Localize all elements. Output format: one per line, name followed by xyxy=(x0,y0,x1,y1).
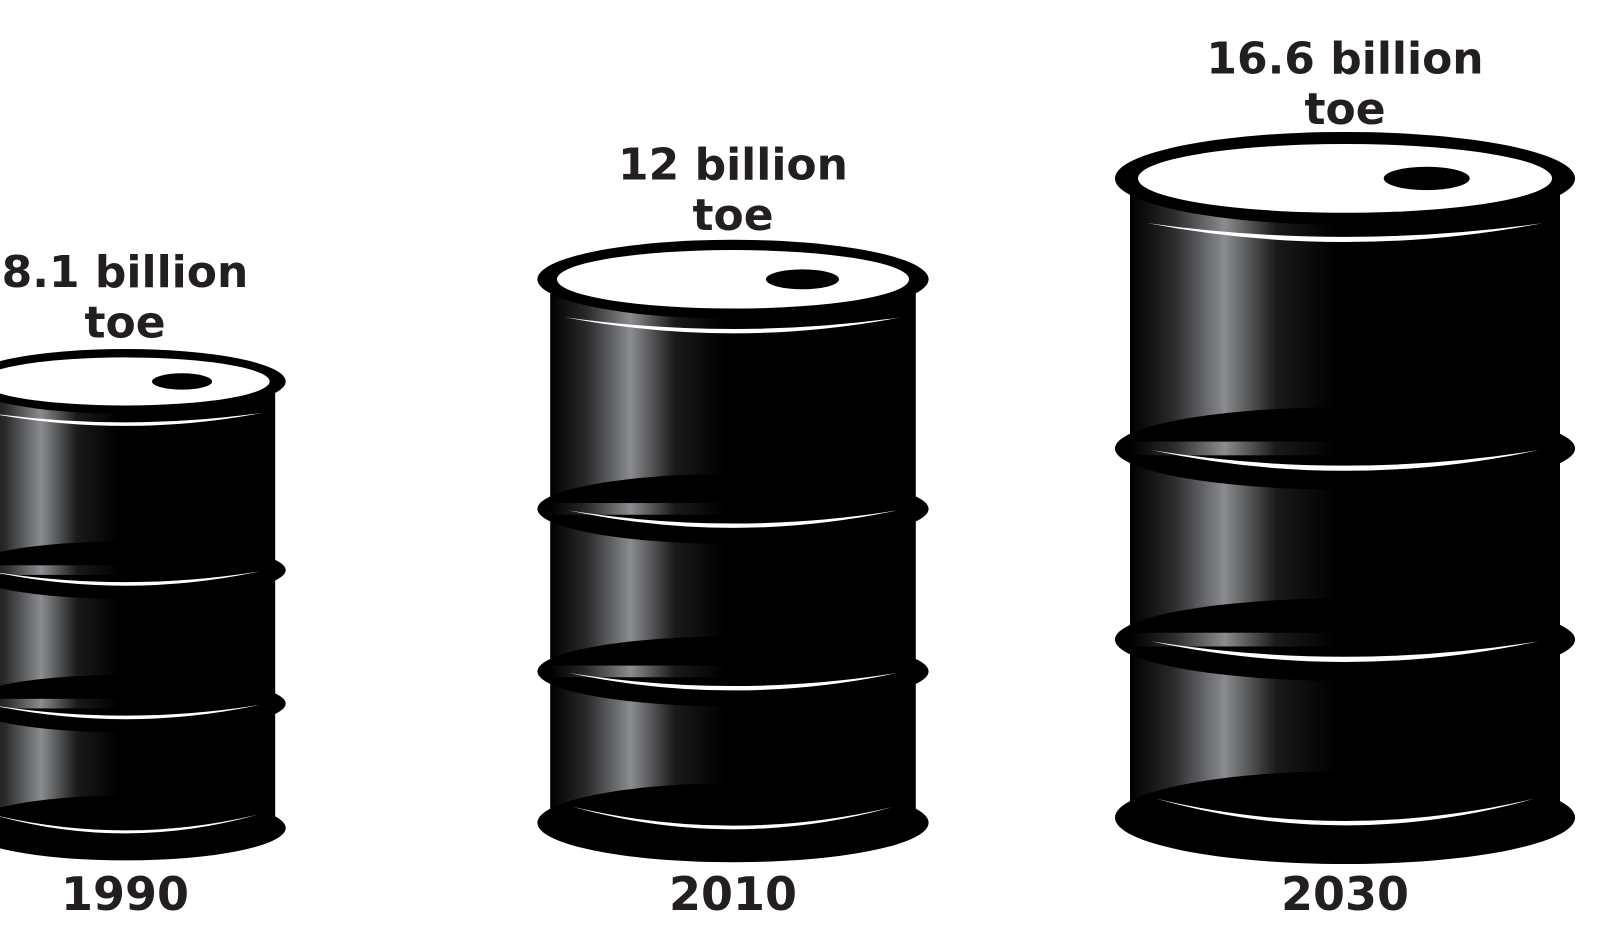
barrel-lid xyxy=(0,357,270,406)
barrel-hoop-highlight xyxy=(1151,450,1539,471)
barrel-bottom-highlight xyxy=(0,814,258,834)
barrel-hoop-shade xyxy=(0,565,276,575)
barrel-lid xyxy=(556,250,910,309)
barrel-bottom-highlight xyxy=(1155,798,1535,826)
value-label: 16.6 billion xyxy=(1206,33,1483,84)
year-label: 2010 xyxy=(669,867,797,921)
barrel-body xyxy=(550,279,916,849)
year-label: 2030 xyxy=(1281,867,1409,921)
barrel-body xyxy=(0,381,276,849)
barrel-hoop-shade xyxy=(0,698,276,709)
barrel-hoop-shade xyxy=(1130,632,1560,647)
barrel-hoop-shade xyxy=(1130,441,1560,456)
barrel-hoop-shade xyxy=(550,503,916,515)
value-label-unit: toe xyxy=(1304,84,1385,135)
barrel-bottom-rim xyxy=(0,795,286,861)
barrel-bung-hole xyxy=(1383,166,1470,191)
value-label-unit: toe xyxy=(84,297,165,348)
barrel-bung-hole xyxy=(152,373,213,390)
value-label-unit: toe xyxy=(692,190,773,241)
barrel-hoop-highlight xyxy=(568,510,898,528)
barrel-bottom-rim xyxy=(537,783,929,863)
barrel-hoop-highlight xyxy=(1151,641,1539,662)
barrel-hoop-highlight xyxy=(0,704,261,720)
value-label: 8.1 billion xyxy=(2,247,249,298)
barrel-lid xyxy=(1137,144,1553,213)
barrel-top-highlight xyxy=(564,317,902,334)
year-label: 1990 xyxy=(61,867,189,921)
barrel-hoop-highlight xyxy=(0,571,261,586)
value-label: 12 billion xyxy=(618,139,848,190)
barrel-hoop-highlight xyxy=(568,672,898,691)
barrel-bung-hole xyxy=(765,269,840,290)
barrel-bottom-highlight xyxy=(572,806,894,830)
barrel-top-highlight xyxy=(1147,223,1543,243)
barrel-body xyxy=(1130,178,1560,848)
barrel-top-highlight xyxy=(0,412,264,426)
barrel-hoop-shade xyxy=(550,665,916,678)
barrel-bottom-rim xyxy=(1114,771,1576,865)
